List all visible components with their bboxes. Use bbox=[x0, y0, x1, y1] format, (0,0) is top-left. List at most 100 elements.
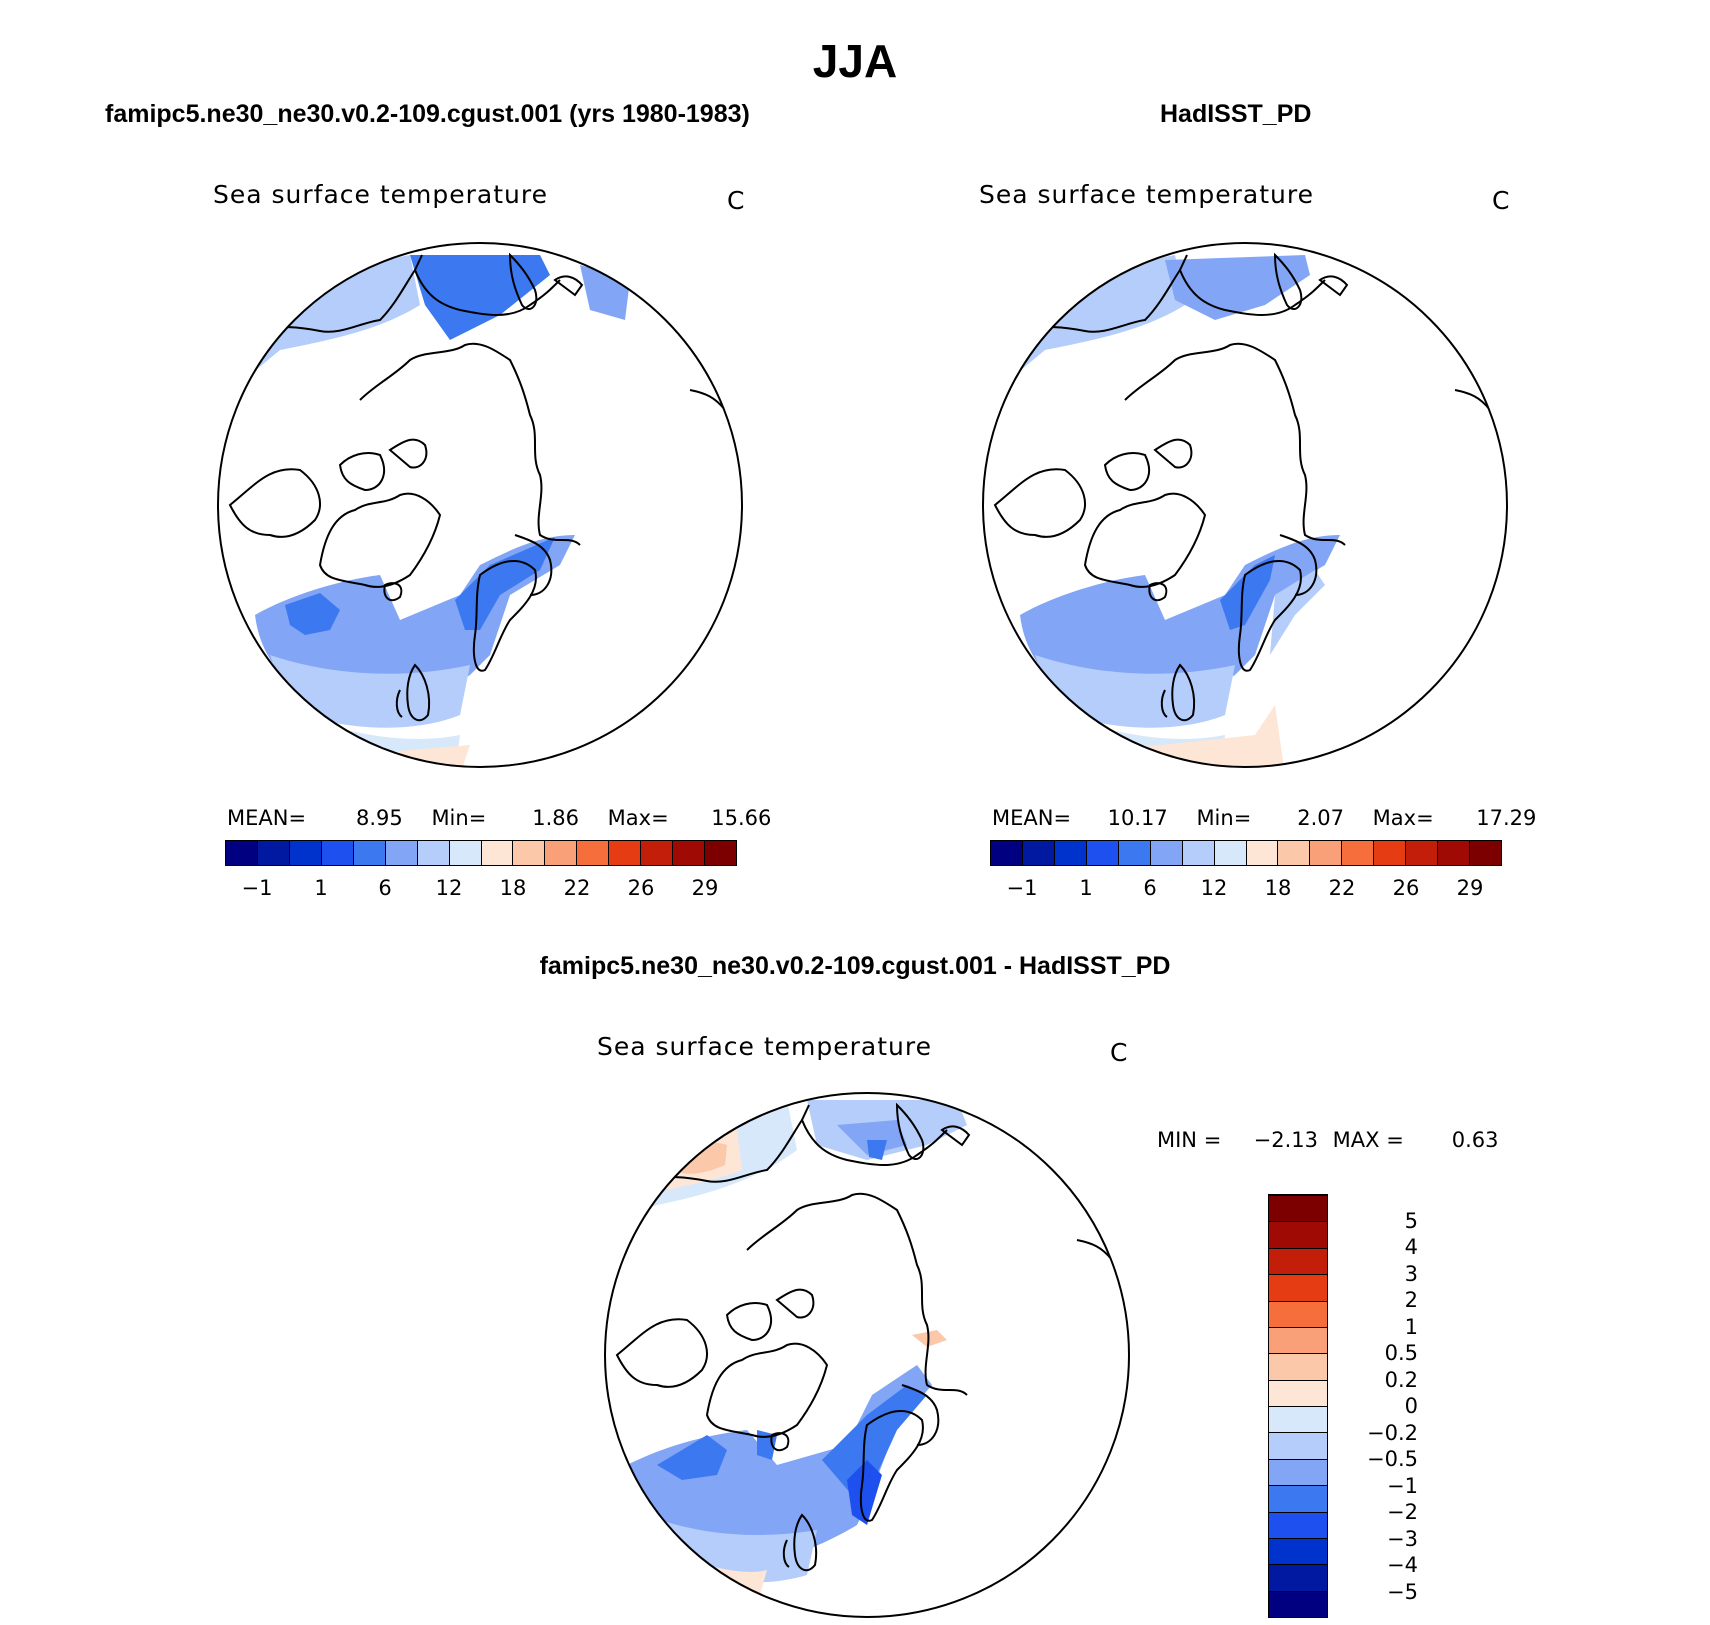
obs-colorbar bbox=[990, 840, 1502, 866]
obs-mean-value: 10.17 bbox=[1107, 806, 1168, 830]
diff-colorbar-box bbox=[1269, 1274, 1327, 1301]
diff-colorbar-tick-label: 1 bbox=[1404, 1314, 1418, 1339]
model-stats: MEAN= 8.95 Min= 1.86 Max= 15.66 bbox=[227, 806, 771, 830]
obs-colorbar-box bbox=[1438, 841, 1471, 865]
obs-colorbar-tick-label: 6 bbox=[1143, 876, 1157, 900]
diff-units-label: C bbox=[1110, 1038, 1129, 1067]
obs-min-value: 2.07 bbox=[1297, 806, 1344, 830]
obs-colorbar-box bbox=[1342, 841, 1375, 865]
model-colorbar-box bbox=[641, 841, 674, 865]
diff-colorbar-box bbox=[1269, 1247, 1327, 1275]
model-colorbar-box bbox=[226, 841, 258, 865]
obs-colorbar-tick-label: 18 bbox=[1264, 876, 1292, 900]
model-colorbar-box bbox=[673, 841, 706, 865]
diff-colorbar-box bbox=[1269, 1326, 1327, 1354]
model-colorbar-ticks: −1 1 6 12 18 22 26 29 bbox=[225, 876, 737, 904]
obs-variable-label: Sea surface temperature bbox=[979, 180, 1314, 209]
diff-colorbar-tick-label: 3 bbox=[1404, 1261, 1418, 1286]
model-colorbar-tick-label: 6 bbox=[378, 876, 392, 900]
obs-colorbar-tick-label: −1 bbox=[1006, 876, 1038, 900]
obs-panel-title: HadISST_PD bbox=[1160, 100, 1312, 128]
diff-colorbar-box bbox=[1269, 1221, 1327, 1248]
obs-colorbar-box bbox=[1118, 841, 1151, 865]
model-colorbar-box bbox=[353, 841, 386, 865]
diff-colorbar-tick-label: 0.2 bbox=[1384, 1367, 1418, 1392]
model-colorbar-box bbox=[449, 841, 482, 865]
diff-colorbar-box bbox=[1269, 1590, 1327, 1617]
model-map-boundary bbox=[217, 242, 743, 768]
obs-colorbar-box bbox=[1374, 841, 1407, 865]
model-max-label: Max= bbox=[607, 806, 669, 830]
obs-colorbar-box bbox=[1150, 841, 1183, 865]
model-colorbar-box bbox=[481, 841, 514, 865]
obs-coastlines bbox=[993, 252, 1491, 722]
model-colorbar-box bbox=[289, 841, 322, 865]
obs-colorbar-box bbox=[1022, 841, 1055, 865]
diff-min-label: MIN = bbox=[1157, 1128, 1222, 1152]
obs-colorbar-box bbox=[1246, 841, 1279, 865]
model-colorbar-tick-label: 22 bbox=[563, 876, 591, 900]
diff-colorbar-tick-label: −0.5 bbox=[1367, 1447, 1418, 1471]
model-units-label: C bbox=[727, 186, 746, 215]
obs-stats: MEAN= 10.17 Min= 2.07 Max= 17.29 bbox=[992, 806, 1536, 830]
diff-colorbar-tick-label: −4 bbox=[1387, 1553, 1418, 1577]
diff-max-value: 0.63 bbox=[1451, 1128, 1499, 1152]
diff-colorbar-box bbox=[1269, 1300, 1327, 1327]
diff-colorbar-tick-label: 0.5 bbox=[1384, 1341, 1418, 1365]
model-variable-label: Sea surface temperature bbox=[213, 180, 548, 209]
diff-colorbar-box bbox=[1269, 1564, 1327, 1591]
diff-colorbar-tick-label: −1 bbox=[1387, 1473, 1418, 1498]
obs-max-label: Max= bbox=[1372, 806, 1434, 830]
model-colorbar-tick-label: 1 bbox=[314, 876, 328, 900]
diff-colorbar-box bbox=[1269, 1511, 1327, 1538]
diff-stats: MIN = −2.13 MAX = 0.63 bbox=[1157, 1128, 1499, 1152]
model-colorbar-tick-label: 26 bbox=[627, 876, 655, 900]
model-colorbar-tick-label: 29 bbox=[691, 876, 719, 900]
diff-colorbar-tick-label: 0 bbox=[1404, 1394, 1418, 1418]
diff-colorbar-tick-label: 2 bbox=[1404, 1288, 1418, 1312]
model-min-value: 1.86 bbox=[532, 806, 579, 830]
diff-colorbar-box bbox=[1269, 1485, 1327, 1512]
obs-colorbar-box bbox=[1310, 841, 1343, 865]
obs-colorbar-box bbox=[1406, 841, 1439, 865]
obs-colorbar-box bbox=[1054, 841, 1087, 865]
diff-panel-title: famipc5.ne30_ne30.v0.2-109.cgust.001 - H… bbox=[539, 952, 1171, 980]
diff-colorbar-tick-label: 5 bbox=[1404, 1208, 1418, 1233]
obs-colorbar-box bbox=[1214, 841, 1247, 865]
obs-mean-label: MEAN= bbox=[992, 806, 1072, 830]
diff-colorbar-box bbox=[1269, 1353, 1327, 1380]
diff-variable-label: Sea surface temperature bbox=[597, 1032, 932, 1061]
diff-colorbar-tick-label: −5 bbox=[1387, 1579, 1418, 1604]
diff-colorbar bbox=[1268, 1194, 1328, 1618]
diff-colorbar-box bbox=[1269, 1195, 1327, 1222]
model-colorbar-tick-label: −1 bbox=[241, 876, 273, 900]
model-coastlines bbox=[228, 252, 726, 722]
model-colorbar-box bbox=[513, 841, 546, 865]
model-colorbar-tick-label: 18 bbox=[499, 876, 527, 900]
obs-colorbar-box bbox=[1278, 841, 1311, 865]
diff-colorbar-box bbox=[1269, 1406, 1327, 1433]
obs-colorbar-box bbox=[991, 841, 1023, 865]
obs-colorbar-tick-label: 22 bbox=[1328, 876, 1356, 900]
obs-max-value: 17.29 bbox=[1476, 806, 1537, 830]
figure-title: JJA bbox=[812, 35, 898, 87]
diff-colorbar-box bbox=[1269, 1379, 1327, 1406]
model-colorbar-box bbox=[417, 841, 450, 865]
diff-polar-map bbox=[604, 1092, 1130, 1618]
model-colorbar-box bbox=[257, 841, 290, 865]
obs-map-boundary bbox=[982, 242, 1508, 768]
obs-colorbar-tick-label: 29 bbox=[1456, 876, 1484, 900]
obs-colorbar-tick-label: 1 bbox=[1079, 876, 1093, 900]
obs-polar-map bbox=[982, 242, 1508, 768]
diff-sst-field bbox=[605, 1093, 1129, 1617]
model-colorbar-box bbox=[577, 841, 610, 865]
diff-colorbar-tick-label: 4 bbox=[1404, 1235, 1418, 1259]
obs-colorbar-tick-label: 26 bbox=[1392, 876, 1420, 900]
diff-colorbar-box bbox=[1269, 1458, 1327, 1486]
diff-colorbar-box bbox=[1269, 1432, 1327, 1459]
diff-coastlines bbox=[615, 1102, 1113, 1572]
diff-max-label: MAX = bbox=[1332, 1128, 1404, 1152]
model-colorbar-box bbox=[545, 841, 578, 865]
diff-colorbar-ticks: −5 −4 −3 −2 −1 −0.5 −0.2 0 0.2 0.5 1 2 3 4 5 bbox=[1338, 1194, 1418, 1618]
diff-colorbar-box bbox=[1269, 1537, 1327, 1565]
